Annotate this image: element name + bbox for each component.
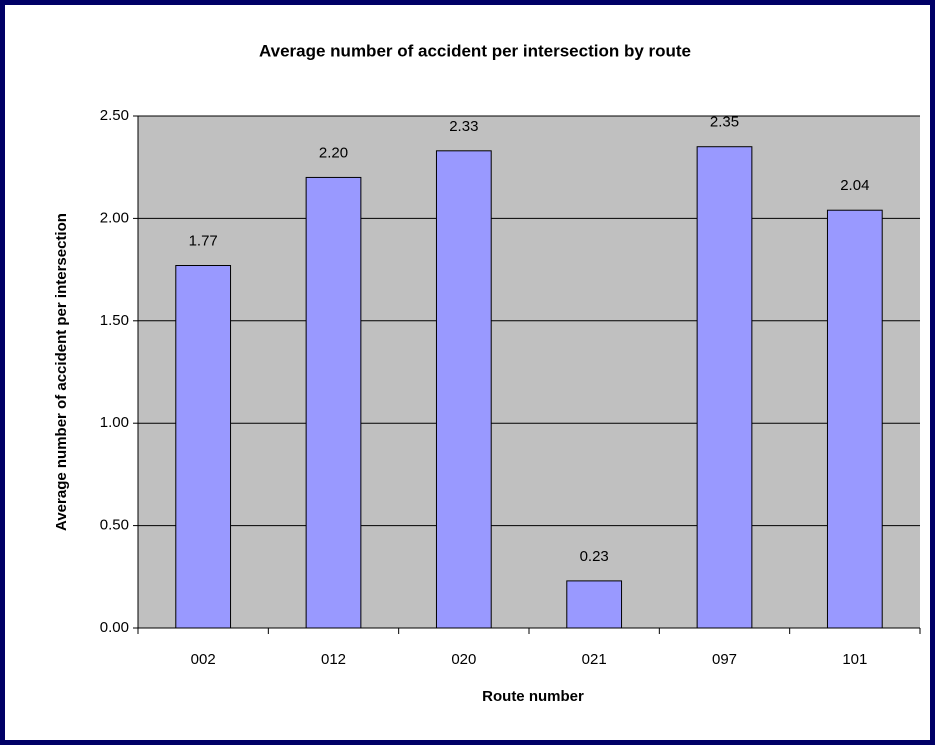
data-label: 2.04: [840, 177, 869, 194]
x-tick-label: 021: [582, 651, 607, 668]
x-tick-label: 101: [842, 651, 867, 668]
data-label: 0.23: [580, 548, 609, 565]
chart-title: Average number of accident per intersect…: [259, 41, 691, 60]
y-tick-label: 0.00: [100, 619, 129, 636]
chart: Average number of accident per intersect…: [53, 41, 921, 705]
y-tick-label: 1.00: [100, 414, 129, 431]
y-tick-label: 1.50: [100, 312, 129, 329]
data-label: 2.20: [319, 144, 348, 161]
bar: [696, 146, 753, 629]
data-label: 1.77: [189, 232, 218, 249]
y-tick-label: 2.00: [100, 209, 129, 226]
plot-area: [138, 116, 920, 628]
bar: [305, 176, 362, 629]
x-tick-label: 020: [451, 651, 476, 668]
bar: [566, 580, 623, 629]
bar: [175, 265, 232, 629]
bar: [826, 209, 883, 629]
y-tick-label: 0.50: [100, 517, 129, 534]
y-axis-label: Average number of accident per intersect…: [53, 213, 70, 531]
data-label: 2.35: [710, 114, 739, 131]
x-tick-label: 012: [321, 651, 346, 668]
x-tick-label: 097: [712, 651, 737, 668]
x-tick-label: 002: [191, 651, 216, 668]
y-tick-label: 2.50: [100, 107, 129, 124]
x-axis-label: Route number: [482, 688, 584, 705]
bar: [435, 150, 492, 629]
data-label: 2.33: [449, 118, 478, 135]
